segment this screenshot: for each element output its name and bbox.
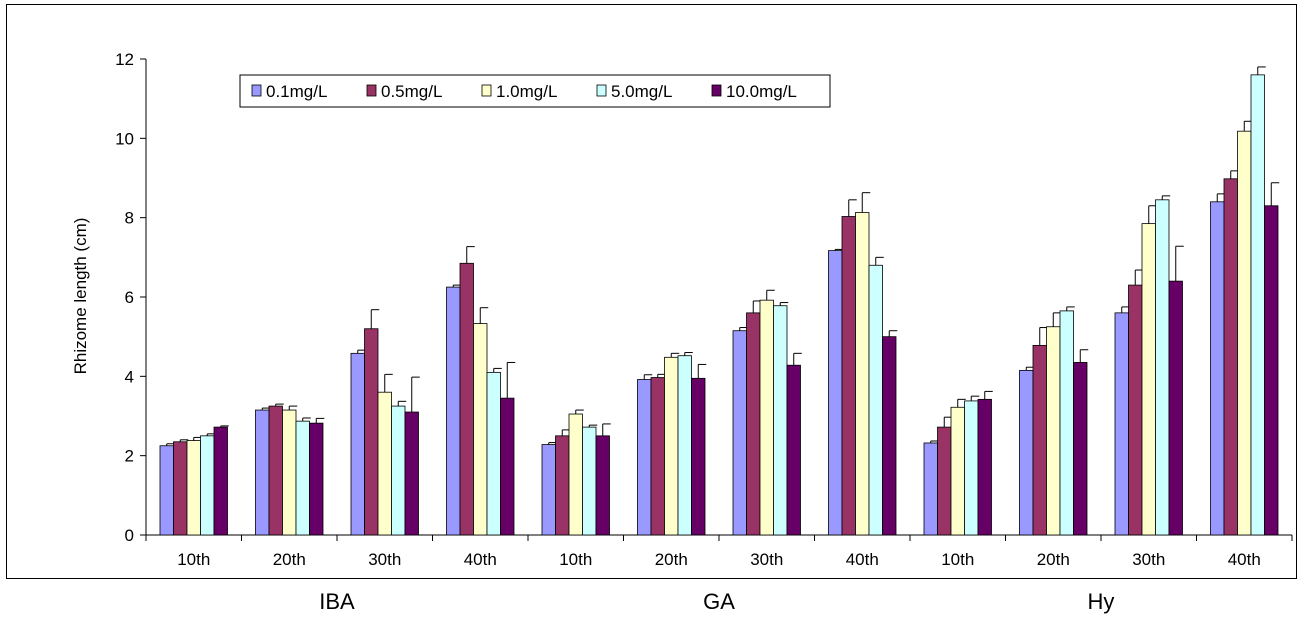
bar bbox=[473, 323, 488, 536]
legend-label: 10.0mg/L bbox=[726, 82, 797, 101]
bar bbox=[1032, 344, 1047, 536]
bar bbox=[364, 328, 379, 536]
group-label: GA bbox=[703, 589, 735, 614]
bar bbox=[200, 435, 215, 536]
bar bbox=[500, 397, 515, 536]
bar bbox=[828, 250, 843, 536]
x-tick-label: 10th bbox=[559, 550, 592, 569]
bar bbox=[173, 441, 188, 536]
bar bbox=[1250, 74, 1265, 536]
legend-swatch bbox=[251, 84, 262, 97]
legend-swatch bbox=[481, 84, 492, 97]
x-tick-label: 10th bbox=[177, 550, 210, 569]
x-tick-label: 20th bbox=[1037, 550, 1070, 569]
y-tick-label: 8 bbox=[125, 209, 134, 228]
x-tick-label: 20th bbox=[655, 550, 688, 569]
legend-label: 0.5mg/L bbox=[381, 82, 442, 101]
bar bbox=[937, 426, 952, 536]
legend-box bbox=[239, 74, 831, 108]
bar bbox=[186, 440, 201, 536]
x-tick-label: 10th bbox=[941, 550, 974, 569]
bar bbox=[1168, 280, 1183, 536]
x-tick-label: 20th bbox=[273, 550, 306, 569]
bar bbox=[391, 405, 406, 536]
bar bbox=[555, 435, 570, 536]
y-tick-label: 10 bbox=[115, 129, 134, 148]
chart-frame: Rhizome length (cm) 0 2 4 6 8 10 12 10th 20th 30t… bbox=[6, 4, 1297, 579]
bar bbox=[350, 352, 365, 536]
group-labels: IBA GA Hy bbox=[319, 589, 1115, 614]
bar bbox=[213, 426, 228, 536]
x-tick-label: 40th bbox=[1228, 550, 1261, 569]
legend-label: 0.1mg/L bbox=[266, 82, 327, 101]
bar bbox=[677, 355, 692, 536]
bar bbox=[446, 286, 461, 536]
bar bbox=[295, 420, 310, 536]
y-tick-label: 2 bbox=[125, 447, 134, 466]
legend-label: 5.0mg/L bbox=[611, 82, 672, 101]
group-label: IBA bbox=[319, 589, 355, 614]
bar bbox=[691, 377, 706, 536]
bar bbox=[404, 411, 419, 536]
x-tick-label: 30th bbox=[368, 550, 401, 569]
bar bbox=[650, 377, 665, 536]
bar bbox=[1237, 130, 1252, 536]
x-tick-label: 40th bbox=[846, 550, 879, 569]
bar bbox=[882, 336, 897, 536]
y-tick-label: 0 bbox=[125, 526, 134, 545]
bar bbox=[759, 299, 774, 536]
x-tick-label: 30th bbox=[750, 550, 783, 569]
bar bbox=[637, 379, 652, 536]
legend-swatch bbox=[366, 84, 377, 97]
bar bbox=[664, 356, 679, 536]
bar bbox=[568, 413, 583, 536]
bar bbox=[1046, 326, 1061, 536]
bar bbox=[950, 406, 965, 536]
bar bbox=[255, 409, 270, 536]
legend-swatch bbox=[711, 84, 722, 97]
bar bbox=[309, 422, 324, 536]
bar bbox=[486, 371, 501, 536]
bar bbox=[786, 364, 801, 536]
x-tick-label: 40th bbox=[464, 550, 497, 569]
bar bbox=[923, 442, 938, 536]
bar bbox=[746, 312, 761, 536]
bar bbox=[282, 409, 297, 536]
bar bbox=[595, 435, 610, 536]
bar bbox=[1155, 199, 1170, 536]
y-tick-label: 12 bbox=[115, 50, 134, 69]
bar bbox=[855, 212, 870, 536]
bar bbox=[1264, 205, 1279, 536]
bar bbox=[1128, 284, 1143, 536]
bar bbox=[977, 398, 992, 536]
bar bbox=[868, 264, 883, 536]
bar bbox=[1141, 223, 1156, 536]
legend-swatch bbox=[596, 84, 607, 97]
y-axis-title: Rhizome length (cm) bbox=[71, 218, 90, 375]
legend: 0.1mg/L 0.5mg/L 1.0mg/L 5.0mg/L 10.0mg/L bbox=[239, 74, 831, 108]
bar bbox=[964, 400, 979, 536]
bar bbox=[582, 426, 597, 536]
bar bbox=[1059, 310, 1074, 536]
bar-chart: Rhizome length (cm) 0 2 4 6 8 10 12 10th 20th 30t… bbox=[71, 50, 1293, 569]
bar bbox=[773, 305, 788, 536]
bar bbox=[1210, 201, 1225, 536]
x-tick-label: 30th bbox=[1132, 550, 1165, 569]
bar bbox=[541, 444, 556, 536]
group-label: Hy bbox=[1088, 589, 1115, 614]
bar bbox=[159, 445, 174, 536]
y-tick-label: 4 bbox=[125, 367, 134, 386]
bar bbox=[1114, 312, 1129, 536]
bar bbox=[1073, 362, 1088, 536]
bar bbox=[732, 330, 747, 536]
bar bbox=[268, 405, 283, 536]
y-tick-label: 6 bbox=[125, 288, 134, 307]
bar bbox=[1019, 369, 1034, 536]
bar bbox=[377, 391, 392, 536]
legend-label: 1.0mg/L bbox=[496, 82, 557, 101]
bar bbox=[1223, 178, 1238, 536]
bar bbox=[841, 216, 856, 536]
bar bbox=[459, 262, 474, 536]
